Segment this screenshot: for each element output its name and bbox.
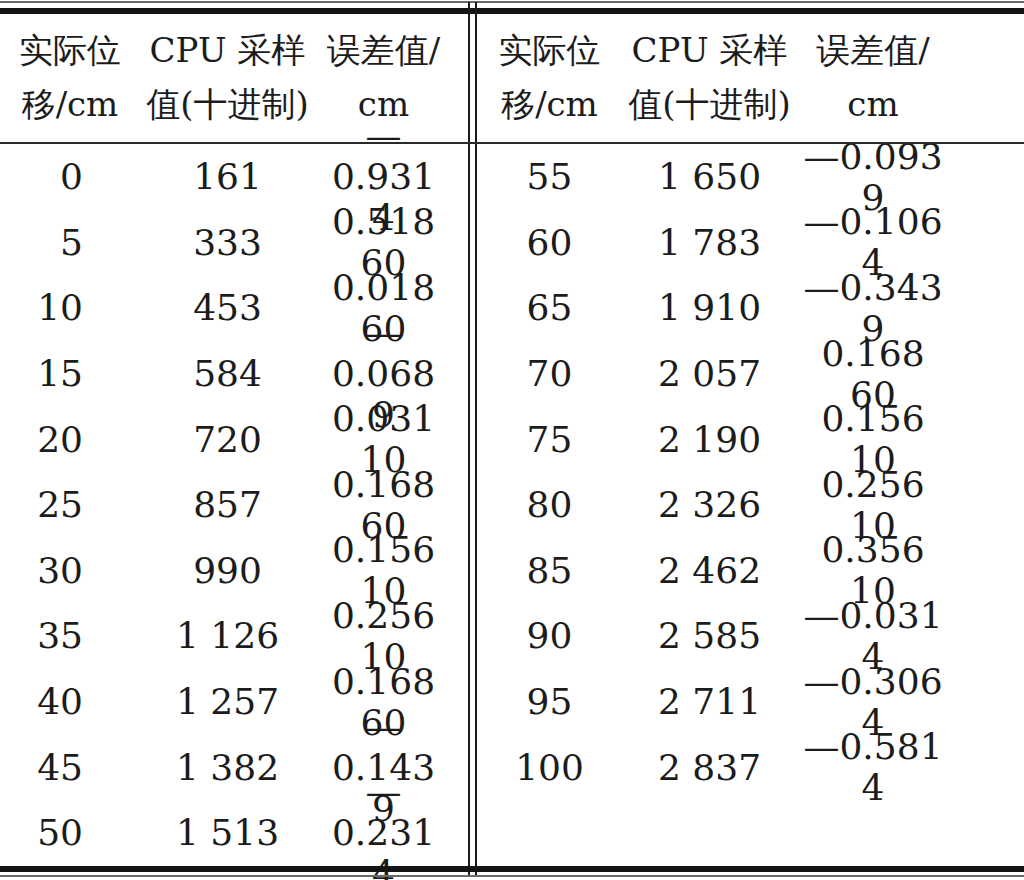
header-displacement: 实际位 移/cm	[477, 24, 622, 131]
cpu-value-cell: 2 462	[622, 550, 797, 591]
displacement-cell: 10	[0, 287, 140, 328]
header-line: cm	[797, 78, 949, 132]
cpu-value-cell: 1 513	[140, 812, 315, 853]
cpu-value-cell: 1 650	[622, 156, 797, 197]
header-line: 误差值/	[797, 24, 949, 78]
table-row: 53330.518 60	[0, 210, 469, 276]
displacement-cell: 30	[0, 550, 140, 591]
cpu-value-cell: 333	[140, 222, 315, 263]
displacement-cell: 35	[0, 615, 140, 656]
header-line: 移/cm	[0, 78, 140, 132]
bottom-thick-rule	[0, 866, 1024, 872]
cpu-value-cell: 1 126	[140, 615, 315, 656]
cpu-value-cell: 857	[140, 484, 315, 525]
header-line: 误差值/	[315, 24, 452, 78]
displacement-cell: 65	[477, 287, 622, 328]
table-row: 852 4620.356 10	[477, 538, 1024, 604]
header-line: CPU 采样	[622, 24, 797, 78]
header-line: CPU 采样	[140, 24, 315, 78]
table-row: 752 1900.156 10	[477, 406, 1024, 472]
displacement-cell: 100	[477, 747, 622, 788]
header-error: 误差值/ cm	[797, 24, 949, 131]
displacement-cell: 60	[477, 222, 622, 263]
error-cell: —0.581 4	[797, 726, 949, 808]
displacement-cell: 25	[0, 484, 140, 525]
header-cpu-sample: CPU 采样 值(十进制)	[622, 24, 797, 131]
cpu-value-cell: 2 585	[622, 615, 797, 656]
header-line: 值(十进制)	[140, 78, 315, 132]
cpu-value-cell: 161	[140, 156, 315, 197]
table-row: 551 650—0.093 9	[477, 144, 1024, 210]
cpu-value-cell: 990	[140, 550, 315, 591]
displacement-cell: 5	[0, 222, 140, 263]
cpu-value-cell: 453	[140, 287, 315, 328]
cpu-value-cell: 2 057	[622, 353, 797, 394]
displacement-cell: 75	[477, 419, 622, 460]
table-row: 15584—0.068 9	[0, 341, 469, 407]
table-row: 309900.156 10	[0, 538, 469, 604]
cpu-value-cell: 2 711	[622, 681, 797, 722]
table-row: 802 3260.256 10	[477, 472, 1024, 538]
displacement-cell: 80	[477, 484, 622, 525]
table-row: 207200.031 10	[0, 406, 469, 472]
table-body-right: 551 650—0.093 9601 783—0.106 4651 910—0.…	[477, 144, 1024, 873]
table-row: 1002 837—0.581 4	[477, 734, 1024, 800]
cpu-value-cell: 2 190	[622, 419, 797, 460]
top-thin-rule	[0, 1, 1024, 3]
cpu-value-cell: 1 783	[622, 222, 797, 263]
cpu-value-cell: 2 837	[622, 747, 797, 788]
header-line: 值(十进制)	[622, 78, 797, 132]
header-cpu-sample: CPU 采样 值(十进制)	[140, 24, 315, 131]
cpu-value-cell: 720	[140, 419, 315, 460]
displacement-cell: 40	[0, 681, 140, 722]
table-row: 258570.168 60	[0, 472, 469, 538]
displacement-cell: 0	[0, 156, 140, 197]
cpu-value-cell: 584	[140, 353, 315, 394]
double-vertical-divider	[468, 2, 477, 877]
displacement-cell: 15	[0, 353, 140, 394]
table-row: 902 585—0.031 4	[477, 603, 1024, 669]
displacement-cell: 55	[477, 156, 622, 197]
table-row: 0161—0.931 4	[0, 144, 469, 210]
table-row: 952 711—0.306 4	[477, 669, 1024, 735]
displacement-cell: 70	[477, 353, 622, 394]
error-cell: —0.231 4	[315, 771, 452, 880]
displacement-cell: 50	[0, 812, 140, 853]
table-row: 351 1260.256 10	[0, 603, 469, 669]
header-line: 实际位	[477, 24, 622, 78]
cpu-value-cell: 1 910	[622, 287, 797, 328]
header-separator-rule	[0, 142, 1024, 144]
displacement-cell: 45	[0, 747, 140, 788]
cpu-value-cell: 1 257	[140, 681, 315, 722]
table-row: 651 910—0.343 9	[477, 275, 1024, 341]
displacement-cell: 90	[477, 615, 622, 656]
table-row: 501 513—0.231 4	[0, 800, 469, 866]
table-row: 702 0570.168 60	[477, 341, 1024, 407]
table-header-right: 实际位 移/cm CPU 采样 值(十进制) 误差值/ cm	[477, 14, 1024, 142]
table-row: 601 783—0.106 4	[477, 210, 1024, 276]
header-line: 实际位	[0, 24, 140, 78]
displacement-cell: 85	[477, 550, 622, 591]
displacement-cell: 95	[477, 681, 622, 722]
table-body-left: 0161—0.931 453330.518 60104530.018 60155…	[0, 144, 469, 873]
cpu-value-cell: 2 326	[622, 484, 797, 525]
cpu-value-cell: 1 382	[140, 747, 315, 788]
header-line: 移/cm	[477, 78, 622, 132]
header-displacement: 实际位 移/cm	[0, 24, 140, 131]
bottom-thin-rule	[0, 875, 1024, 877]
displacement-cell: 20	[0, 419, 140, 460]
